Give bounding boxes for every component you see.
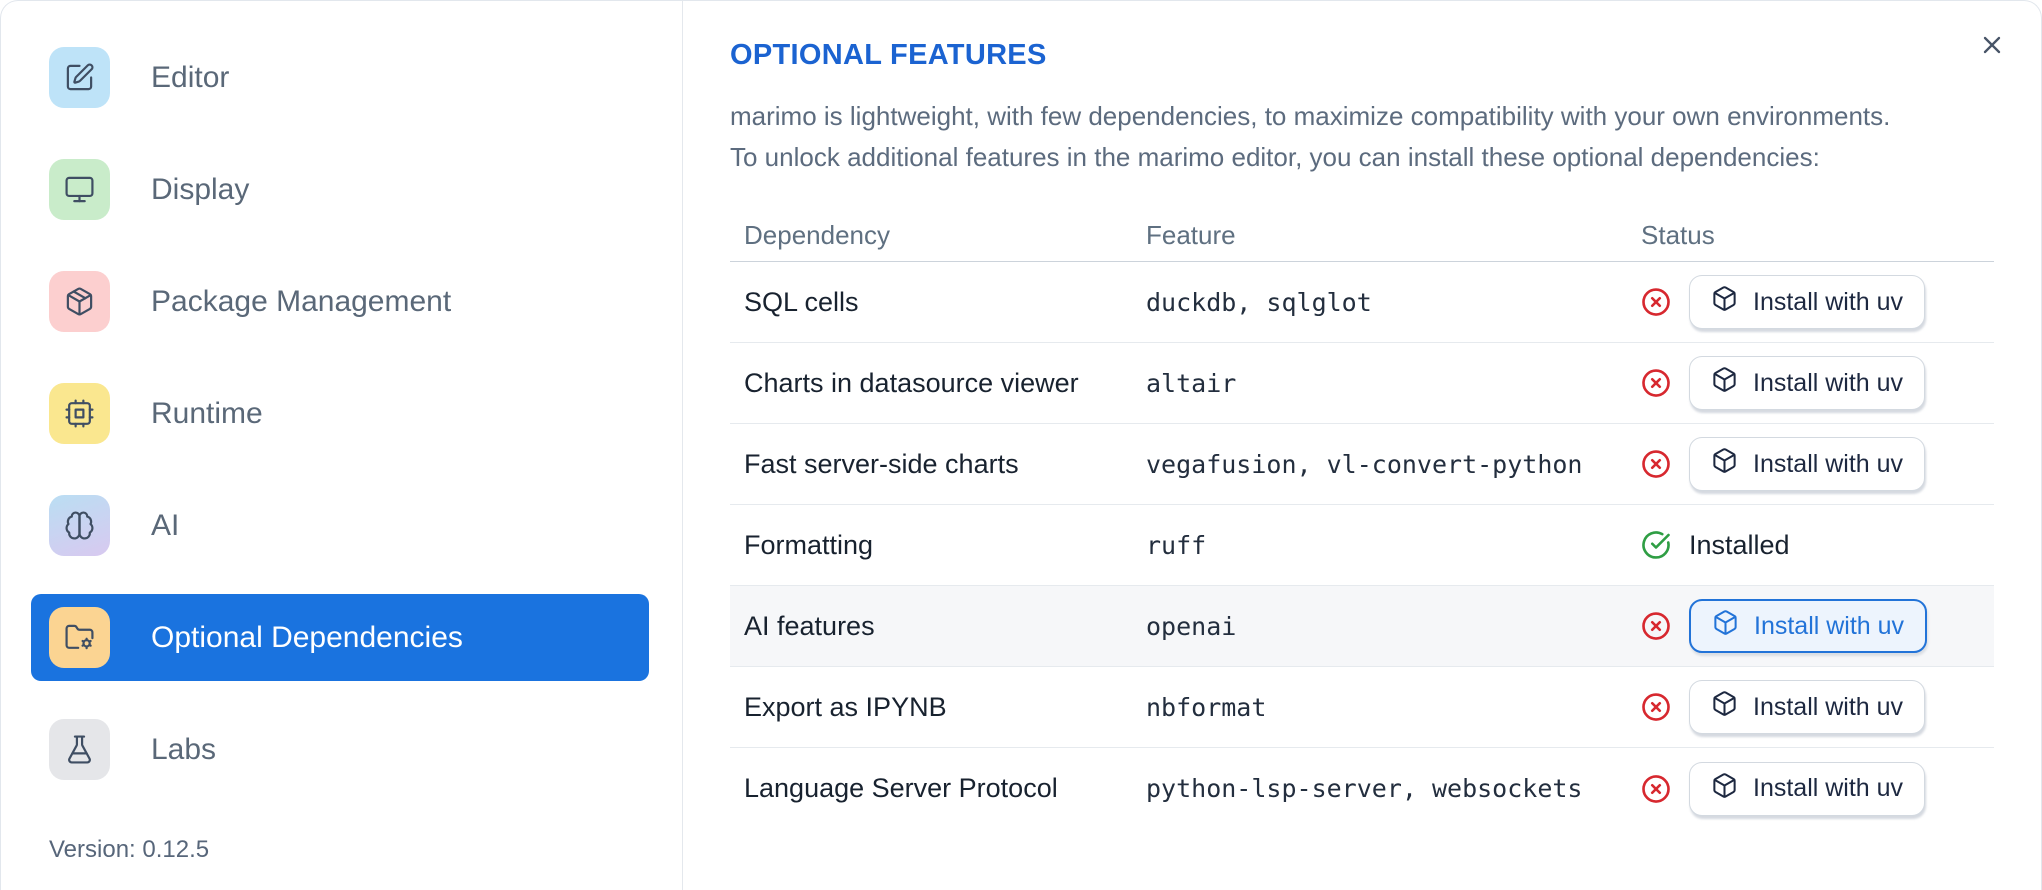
- monitor-icon: [49, 159, 110, 220]
- sidebar-item-labs[interactable]: Labs: [31, 706, 649, 793]
- dependency-cell: Language Server Protocol: [744, 773, 1058, 803]
- package-cube-icon: [1711, 447, 1738, 481]
- settings-sidebar: Editor Display Package Management Runtim…: [1, 1, 683, 890]
- package-icon: [49, 271, 110, 332]
- col-header-feature: Feature: [1146, 220, 1236, 250]
- installed-status-text: Installed: [1689, 529, 1790, 560]
- circle-x-icon: [1641, 611, 1671, 641]
- sidebar-item-runtime[interactable]: Runtime: [31, 370, 649, 457]
- close-button[interactable]: [1969, 23, 2015, 69]
- circle-check-icon: [1641, 530, 1671, 560]
- sidebar-item-label: Optional Dependencies: [151, 620, 463, 654]
- feature-cell: vegafusion, vl-convert-python: [1146, 449, 1583, 479]
- install-button-label: Install with uv: [1753, 774, 1904, 802]
- description-line: marimo is lightweight, with few dependen…: [730, 101, 1891, 131]
- dependency-cell: Fast server-side charts: [744, 448, 1019, 479]
- circle-x-icon: [1641, 368, 1671, 398]
- dependency-cell: Export as IPYNB: [744, 691, 947, 722]
- version-text: Version: 0.12.5: [49, 836, 210, 863]
- install-button-label: Install with uv: [1754, 611, 1905, 640]
- install-with-uv-button[interactable]: Install with uv: [1689, 761, 1926, 816]
- sidebar-item-label: Display: [151, 172, 250, 206]
- sidebar-item-label: Runtime: [151, 396, 263, 430]
- table-row: Charts in datasource viewer altair Insta…: [730, 343, 1994, 424]
- table-header-row: Dependency Feature Status: [730, 210, 1994, 262]
- package-cube-icon: [1711, 690, 1738, 724]
- install-with-uv-button[interactable]: Install with uv: [1689, 437, 1926, 491]
- status-cell: Install with uv: [1641, 680, 1994, 734]
- folder-gear-icon: [49, 607, 110, 668]
- package-cube-icon: [1712, 609, 1739, 643]
- cpu-icon: [49, 383, 110, 444]
- status-cell: Install with uv: [1641, 437, 1994, 491]
- sidebar-item-editor[interactable]: Editor: [31, 34, 649, 121]
- package-cube-icon: [1711, 366, 1738, 400]
- feature-cell: nbformat: [1146, 692, 1267, 722]
- install-button-label: Install with uv: [1753, 692, 1904, 721]
- sidebar-item-ai[interactable]: AI: [31, 482, 649, 569]
- sidebar-item-label: Editor: [151, 60, 230, 94]
- table-row: AI features openai Install with uv: [730, 586, 1994, 667]
- package-cube-icon: [1711, 285, 1738, 319]
- feature-cell: openai: [1146, 611, 1237, 641]
- install-button-label: Install with uv: [1753, 368, 1904, 397]
- dependency-cell: Charts in datasource viewer: [744, 367, 1079, 398]
- optional-features-panel: OPTIONAL FEATURES marimo is lightweight,…: [683, 1, 2041, 890]
- status-cell: Install with uv: [1641, 761, 1994, 816]
- circle-x-icon: [1641, 287, 1671, 317]
- table-row: Formatting ruff Installed: [730, 505, 1994, 586]
- circle-x-icon: [1641, 774, 1671, 804]
- install-with-uv-button[interactable]: Install with uv: [1689, 356, 1926, 410]
- feature-cell: ruff: [1146, 530, 1207, 560]
- status-cell: Install with uv: [1641, 356, 1994, 410]
- status-cell: Install with uv: [1641, 275, 1994, 329]
- sidebar-item-label: Package Management: [151, 284, 452, 318]
- col-header-dependency: Dependency: [744, 220, 890, 250]
- dependency-cell: Formatting: [744, 529, 874, 560]
- status-cell: Installed: [1641, 530, 1994, 561]
- install-button-label: Install with uv: [1753, 287, 1904, 316]
- panel-description: marimo is lightweight, with few dependen…: [730, 96, 1994, 178]
- install-button-label: Install with uv: [1753, 449, 1904, 478]
- install-with-uv-button[interactable]: Install with uv: [1689, 599, 1928, 653]
- page-title: OPTIONAL FEATURES: [730, 39, 1047, 71]
- circle-x-icon: [1641, 449, 1671, 479]
- table-row: SQL cells duckdb, sqlglot Install with u…: [730, 262, 1994, 343]
- description-line: To unlock additional features in the mar…: [730, 142, 1820, 172]
- dependency-cell: AI features: [744, 610, 875, 641]
- sidebar-item-label: AI: [151, 508, 180, 542]
- sidebar-item-display[interactable]: Display: [31, 146, 649, 233]
- dependency-cell: SQL cells: [744, 286, 859, 317]
- feature-cell: altair: [1146, 368, 1237, 398]
- close-x-icon: [1978, 31, 2006, 62]
- feature-cell: python-lsp-server, websockets: [1146, 774, 1583, 803]
- dependencies-table: Dependency Feature Status SQL cells duck…: [730, 210, 1994, 829]
- flask-icon: [49, 719, 110, 780]
- sidebar-item-label: Labs: [151, 732, 217, 766]
- install-with-uv-button[interactable]: Install with uv: [1689, 275, 1926, 329]
- status-cell: Install with uv: [1641, 599, 1994, 653]
- edit-icon: [49, 47, 110, 108]
- sidebar-item-optional-dependencies[interactable]: Optional Dependencies: [31, 594, 649, 681]
- brain-icon: [49, 495, 110, 556]
- package-cube-icon: [1711, 772, 1738, 806]
- table-row: Fast server-side charts vegafusion, vl-c…: [730, 424, 1994, 505]
- circle-x-icon: [1641, 692, 1671, 722]
- table-row: Export as IPYNB nbformat Install with uv: [730, 667, 1994, 748]
- install-with-uv-button[interactable]: Install with uv: [1689, 680, 1926, 734]
- feature-cell: duckdb, sqlglot: [1146, 287, 1372, 317]
- col-header-status: Status: [1641, 220, 1715, 250]
- sidebar-item-package-management[interactable]: Package Management: [31, 258, 649, 345]
- table-row: Language Server Protocol python-lsp-serv…: [730, 748, 1994, 829]
